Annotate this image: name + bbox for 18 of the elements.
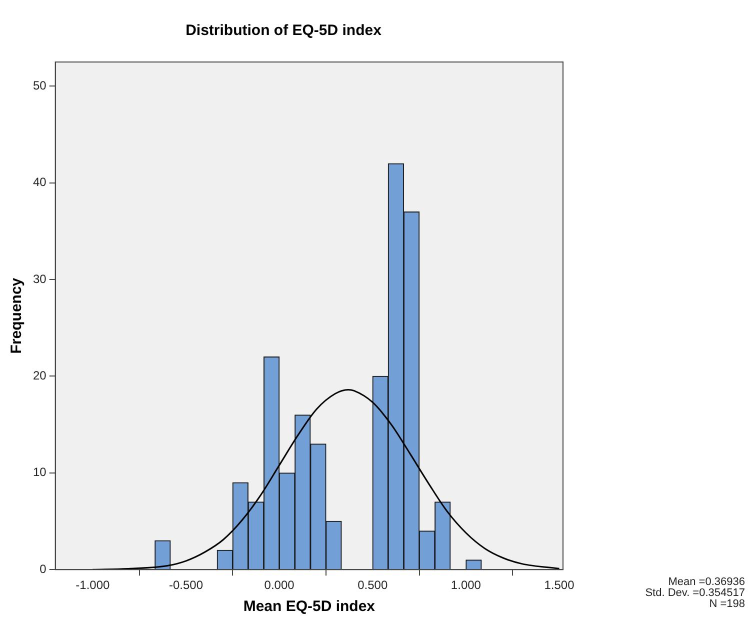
y-tick-label: 30	[32, 272, 47, 286]
y-tick-label: 40	[32, 175, 47, 190]
y-tick-label: 10	[32, 465, 47, 480]
text: Mean =0.36936	[668, 576, 745, 588]
x-tick-label: -0.500	[168, 578, 204, 592]
y-axis-title: Frequency	[8, 277, 26, 354]
x-tick-label: -1.000	[76, 578, 110, 592]
text: Std. Dev. =0.354517	[645, 587, 745, 600]
y-tick-label: 20	[32, 368, 47, 383]
x-tick-label: 1.000	[450, 578, 482, 592]
y-tick-label: 0	[40, 562, 47, 576]
x-axis-title: Mean EQ-5D index	[243, 598, 376, 616]
y-tick-label: 50	[32, 78, 47, 92]
chart-title: Distribution of EQ-5D index	[186, 22, 382, 40]
x-tick-label: 1.500	[544, 578, 575, 592]
text: N =198	[709, 598, 745, 610]
x-tick-label: 0.000	[264, 578, 295, 592]
x-tick-label: 0.500	[358, 578, 388, 592]
